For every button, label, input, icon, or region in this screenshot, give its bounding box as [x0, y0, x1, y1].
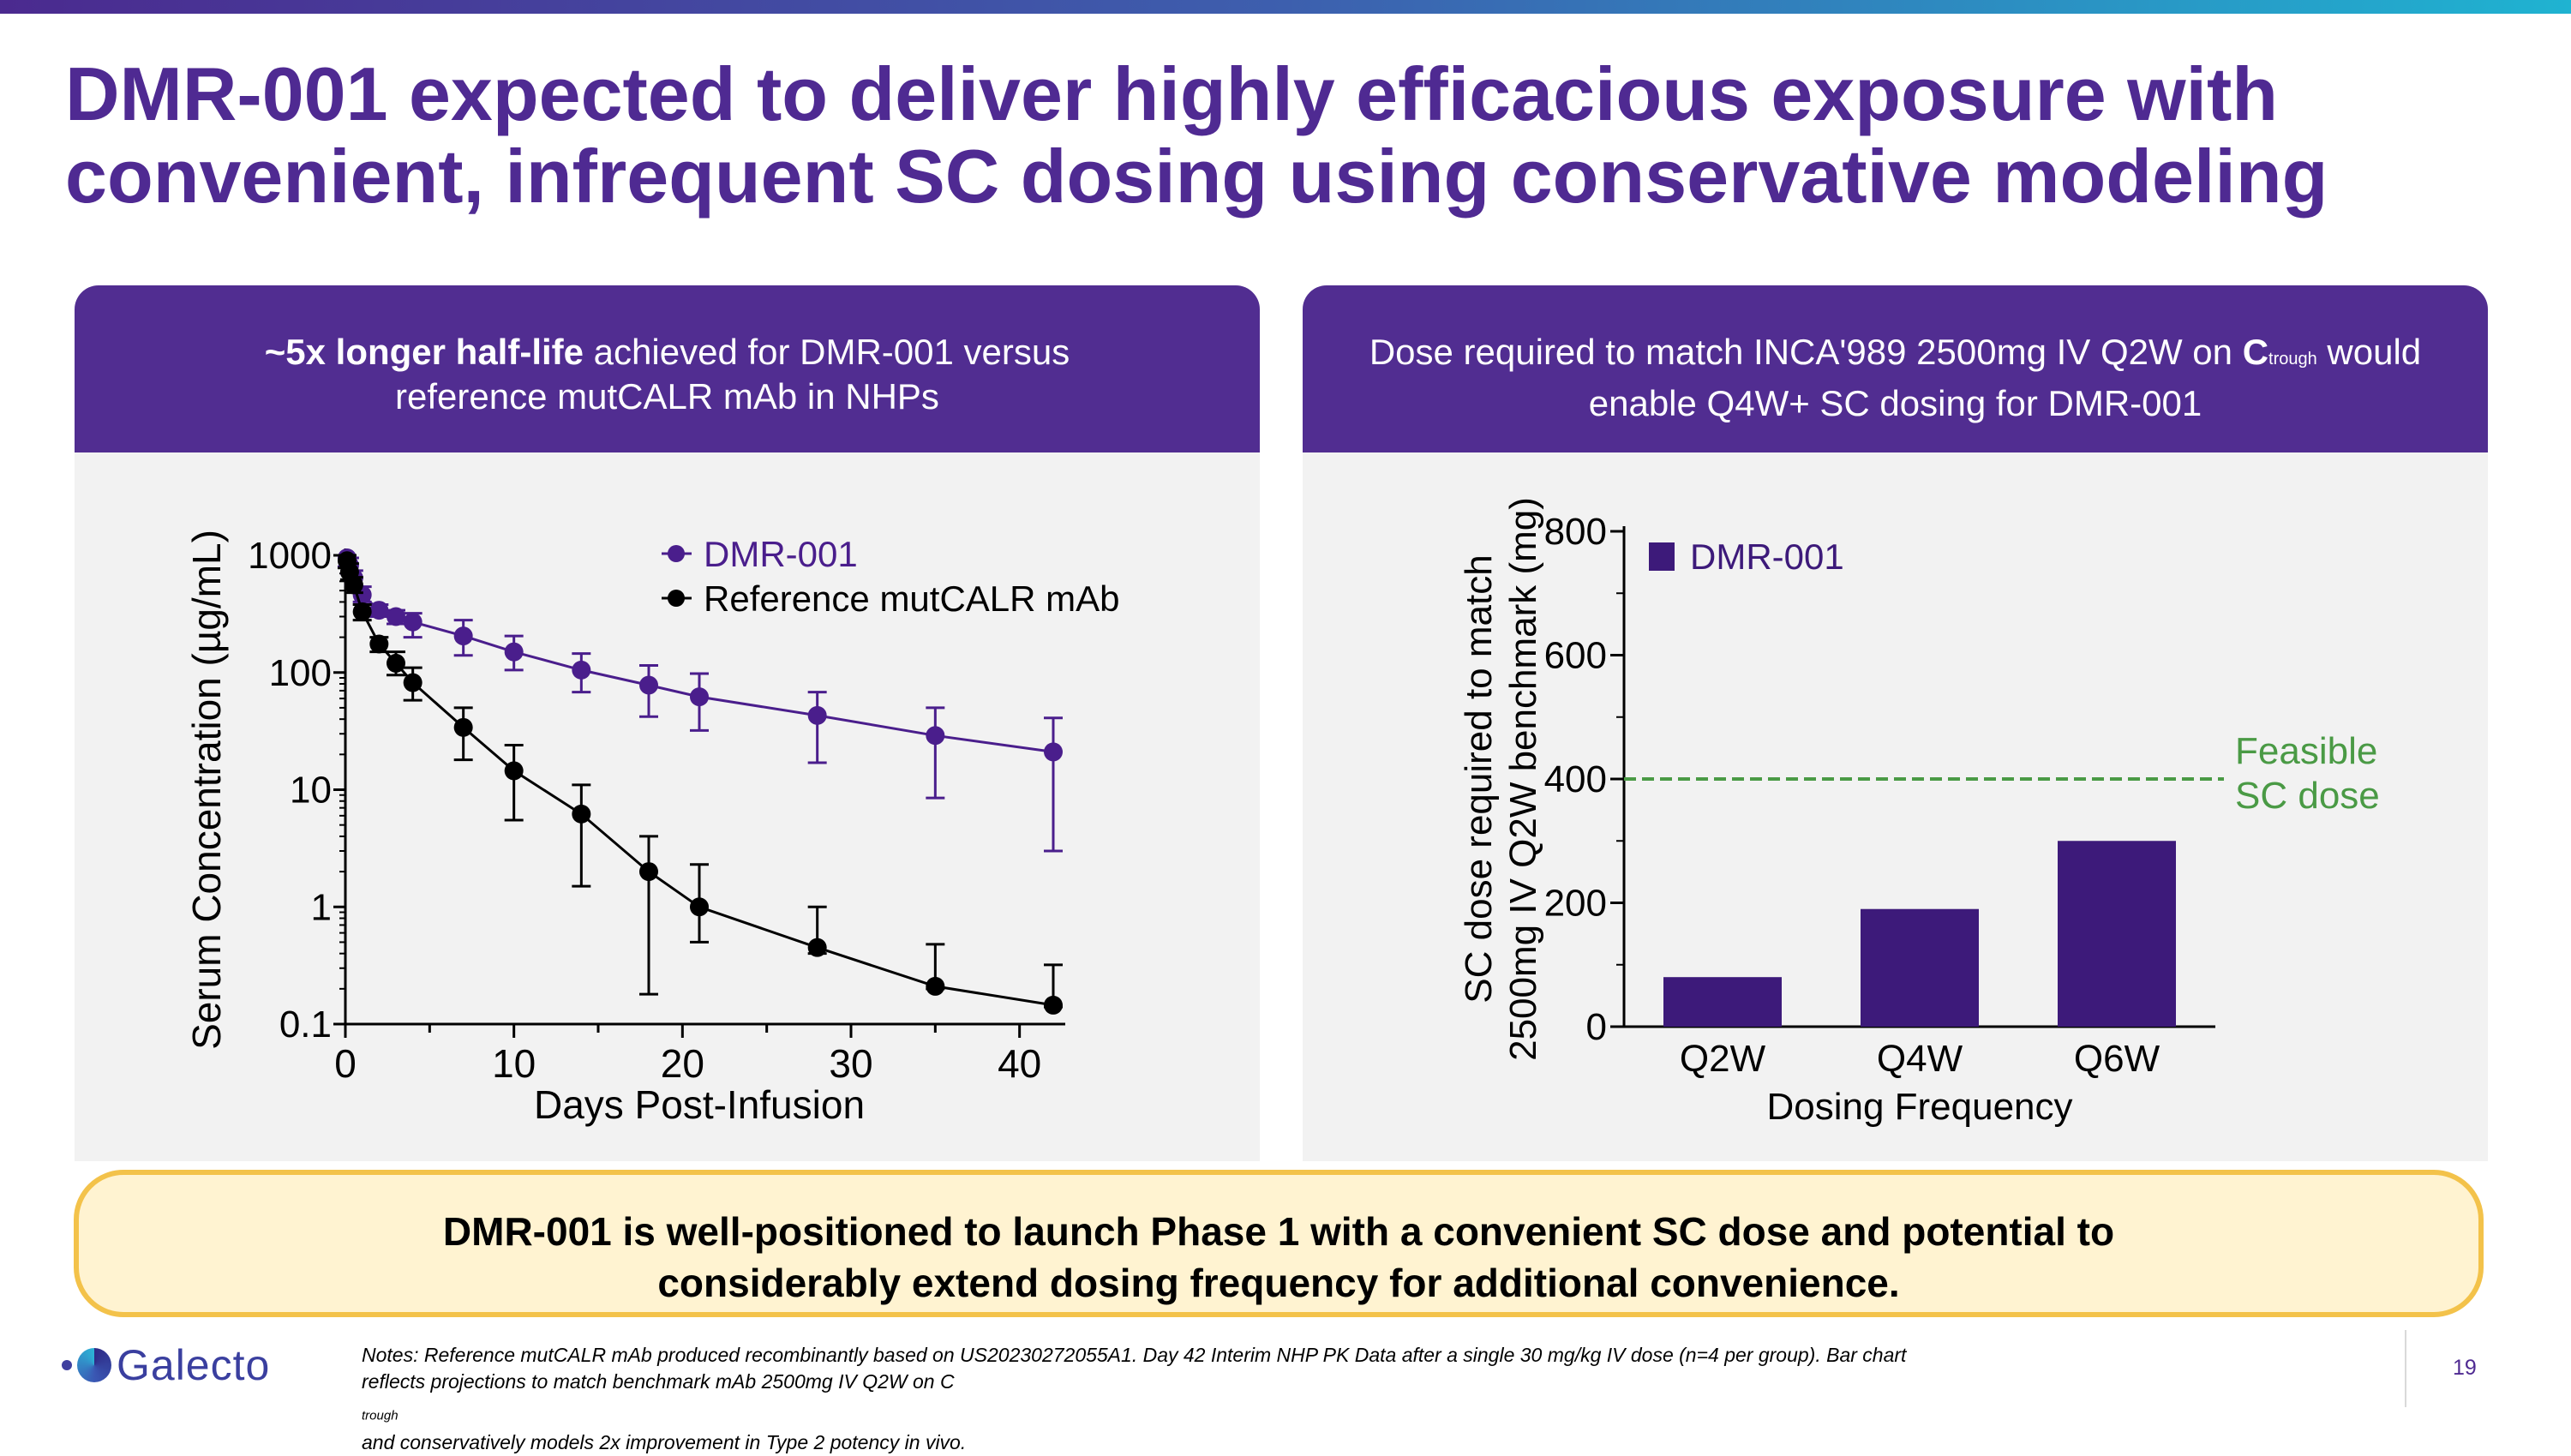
- pk-data-point: [572, 804, 591, 824]
- pk-data-point: [504, 761, 524, 781]
- pk-data-point: [504, 642, 524, 662]
- dose-header-c: C: [2242, 332, 2269, 372]
- pk-data-point: [352, 602, 372, 621]
- pk-data-point: [344, 575, 363, 595]
- pk-legend-label: Reference mutCALR mAb: [704, 578, 1120, 619]
- pk-header-line-1: ~5x longer half-life achieved for DMR-00…: [75, 330, 1260, 374]
- pk-data-point: [1044, 742, 1063, 762]
- pk-data-point: [453, 717, 473, 737]
- feasible-dose-label-1: Feasible: [2235, 730, 2377, 772]
- bar-category-label: Q4W: [1877, 1038, 1963, 1080]
- pk-chart-panel: ~5x longer half-life achieved for DMR-00…: [75, 285, 1260, 1161]
- pk-x-tick-label: 40: [998, 1041, 1041, 1086]
- pk-data-point: [403, 673, 423, 692]
- pk-y-tick-label: 0.1: [279, 1004, 332, 1046]
- logo-wordmark: Galecto: [117, 1341, 271, 1389]
- pk-x-tick-label: 20: [661, 1041, 704, 1086]
- pk-data-point: [1044, 995, 1063, 1015]
- pk-legend-marker: [668, 590, 685, 607]
- pk-y-axis-title: Serum Concentration (µg/mL): [184, 530, 229, 1050]
- pk-legend-marker: [668, 545, 685, 562]
- bar-category-label: Q2W: [1680, 1038, 1766, 1080]
- pk-line-chart: 0.1 1 10 100 1000 0 10 20 30 40 Days Post-Infusion…: [184, 530, 1120, 1127]
- footer-divider: [2405, 1330, 2406, 1407]
- pk-data-point: [639, 862, 658, 882]
- pk-data-point: [369, 634, 389, 654]
- bar-y-axis-title-1: SC dose required to match: [1458, 554, 1500, 1003]
- bar-y-tick-label: 400: [1544, 758, 1607, 800]
- bar-category-label: Q6W: [2074, 1038, 2160, 1080]
- pk-x-tick-label: 10: [492, 1041, 536, 1086]
- notes-line-2-pre: reflects projections to match benchmark …: [362, 1370, 955, 1393]
- notes-line-2-post: and conservatively models 2x improvement…: [362, 1430, 967, 1453]
- callout-line-1: DMR-001 is well-positioned to launch Pha…: [442, 1209, 2115, 1254]
- galecto-logo: Galecto: [62, 1335, 270, 1395]
- pk-data-point: [926, 726, 945, 746]
- top-accent-bar: [0, 0, 2571, 14]
- dose-panel-header: Dose required to match INCA'989 2500mg I…: [1303, 285, 2488, 452]
- logo-dot-icon: [62, 1360, 72, 1370]
- pk-data-point: [572, 660, 591, 680]
- bar-y-tick-label: 0: [1586, 1006, 1607, 1048]
- bar-legend-label: DMR-001: [1690, 536, 1844, 577]
- dose-header-sub: trough: [2268, 350, 2317, 368]
- pk-x-tick-label: 0: [334, 1041, 357, 1086]
- pk-data-point: [807, 705, 827, 725]
- footnotes: Notes: Reference mutCALR mAb produced re…: [362, 1342, 2076, 1456]
- pk-y-tick-label: 100: [269, 652, 332, 694]
- bar-q4w: [1861, 908, 1979, 1027]
- logo-mark-icon: [77, 1348, 111, 1382]
- dose-header-post: would: [2316, 332, 2422, 372]
- pk-header-line-2: reference mutCALR mAb in NHPs: [395, 376, 939, 416]
- dose-header-line-2: enable Q4W+ SC dosing for DMR-001: [1588, 383, 2202, 423]
- pk-x-axis-title: Days Post-Infusion: [534, 1082, 865, 1127]
- bar-x-axis-title: Dosing Frequency: [1766, 1086, 2072, 1128]
- dose-header-line-1: Dose required to match INCA'989 2500mg I…: [1303, 330, 2488, 381]
- notes-line-1: Notes: Reference mutCALR mAb produced re…: [362, 1344, 1907, 1366]
- pk-data-point: [403, 612, 423, 632]
- bar-q2w: [1663, 977, 1782, 1027]
- bar-y-tick-label: 600: [1544, 635, 1607, 677]
- pk-data-point: [807, 938, 827, 957]
- pk-y-tick-label: 1000: [248, 535, 332, 577]
- pk-data-point: [690, 687, 709, 707]
- dose-chart-panel: Dose required to match INCA'989 2500mg I…: [1303, 285, 2488, 1161]
- pk-y-tick-label: 1: [311, 886, 332, 928]
- bar-y-tick-label: 200: [1544, 883, 1607, 925]
- pk-header-bold: ~5x longer half-life: [264, 332, 584, 372]
- pk-data-point: [387, 607, 405, 626]
- page-title: DMR-001 expected to deliver highly effic…: [65, 53, 2508, 218]
- bar-legend-swatch: [1649, 542, 1675, 571]
- title-line-1: DMR-001 expected to deliver highly effic…: [65, 51, 2279, 136]
- bar-y-tick-label: 800: [1544, 511, 1607, 553]
- pk-x-tick-label: 30: [829, 1041, 872, 1086]
- pk-y-tick-label: 10: [290, 770, 332, 812]
- pk-data-point: [926, 976, 945, 996]
- feasible-dose-label-2: SC dose: [2235, 775, 2380, 817]
- callout-line-2: considerably extend dosing frequency for…: [657, 1261, 1900, 1305]
- notes-line-2: reflects projections to match benchmark …: [362, 1369, 2076, 1456]
- notes-sub: trough: [362, 1408, 399, 1423]
- bar-q6w: [2058, 841, 2176, 1027]
- pk-data-point: [387, 653, 405, 673]
- dose-bar-chart: 0 200 400 600 800 SC dose required to match 25…: [1458, 497, 2380, 1128]
- key-takeaway-callout: DMR-001 is well-positioned to launch Pha…: [74, 1170, 2484, 1317]
- pk-data-point: [369, 601, 389, 620]
- title-line-2: convenient, infrequent SC dosing using c…: [65, 134, 2328, 219]
- pk-legend-label: DMR-001: [704, 534, 858, 574]
- page-number: 19: [2453, 1356, 2477, 1380]
- pk-data-point: [639, 675, 658, 695]
- pk-header-rest: achieved for DMR-001 versus: [584, 332, 1070, 372]
- pk-panel-header: ~5x longer half-life achieved for DMR-00…: [75, 285, 1260, 452]
- dose-header-pre: Dose required to match INCA'989 2500mg I…: [1369, 332, 2243, 372]
- pk-data-point: [453, 626, 473, 646]
- pk-data-point: [690, 897, 709, 917]
- bar-y-axis-title-2: 2500mg IV Q2W benchmark (mg): [1502, 497, 1544, 1061]
